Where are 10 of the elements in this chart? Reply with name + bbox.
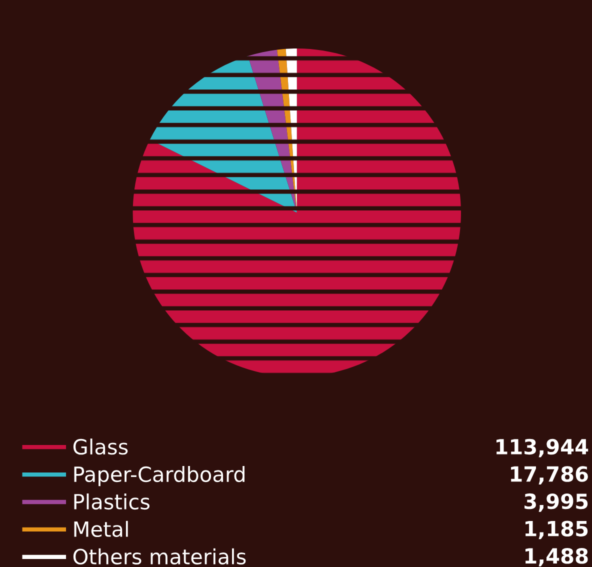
legend-label: Metal [74, 520, 128, 538]
data-label: 17,786 [511, 466, 588, 485]
legend-label: Paper-Cardboard [74, 466, 244, 486]
legend-label: Others materials [73, 548, 246, 564]
legend-label: Glass [73, 438, 128, 455]
data-label: 113,944 [496, 438, 588, 458]
data-label: 3,995 [524, 493, 588, 512]
legend-label: Plastics [74, 493, 150, 510]
data-label: 1,185 [525, 520, 588, 540]
data-label: 1,488 [525, 548, 588, 566]
